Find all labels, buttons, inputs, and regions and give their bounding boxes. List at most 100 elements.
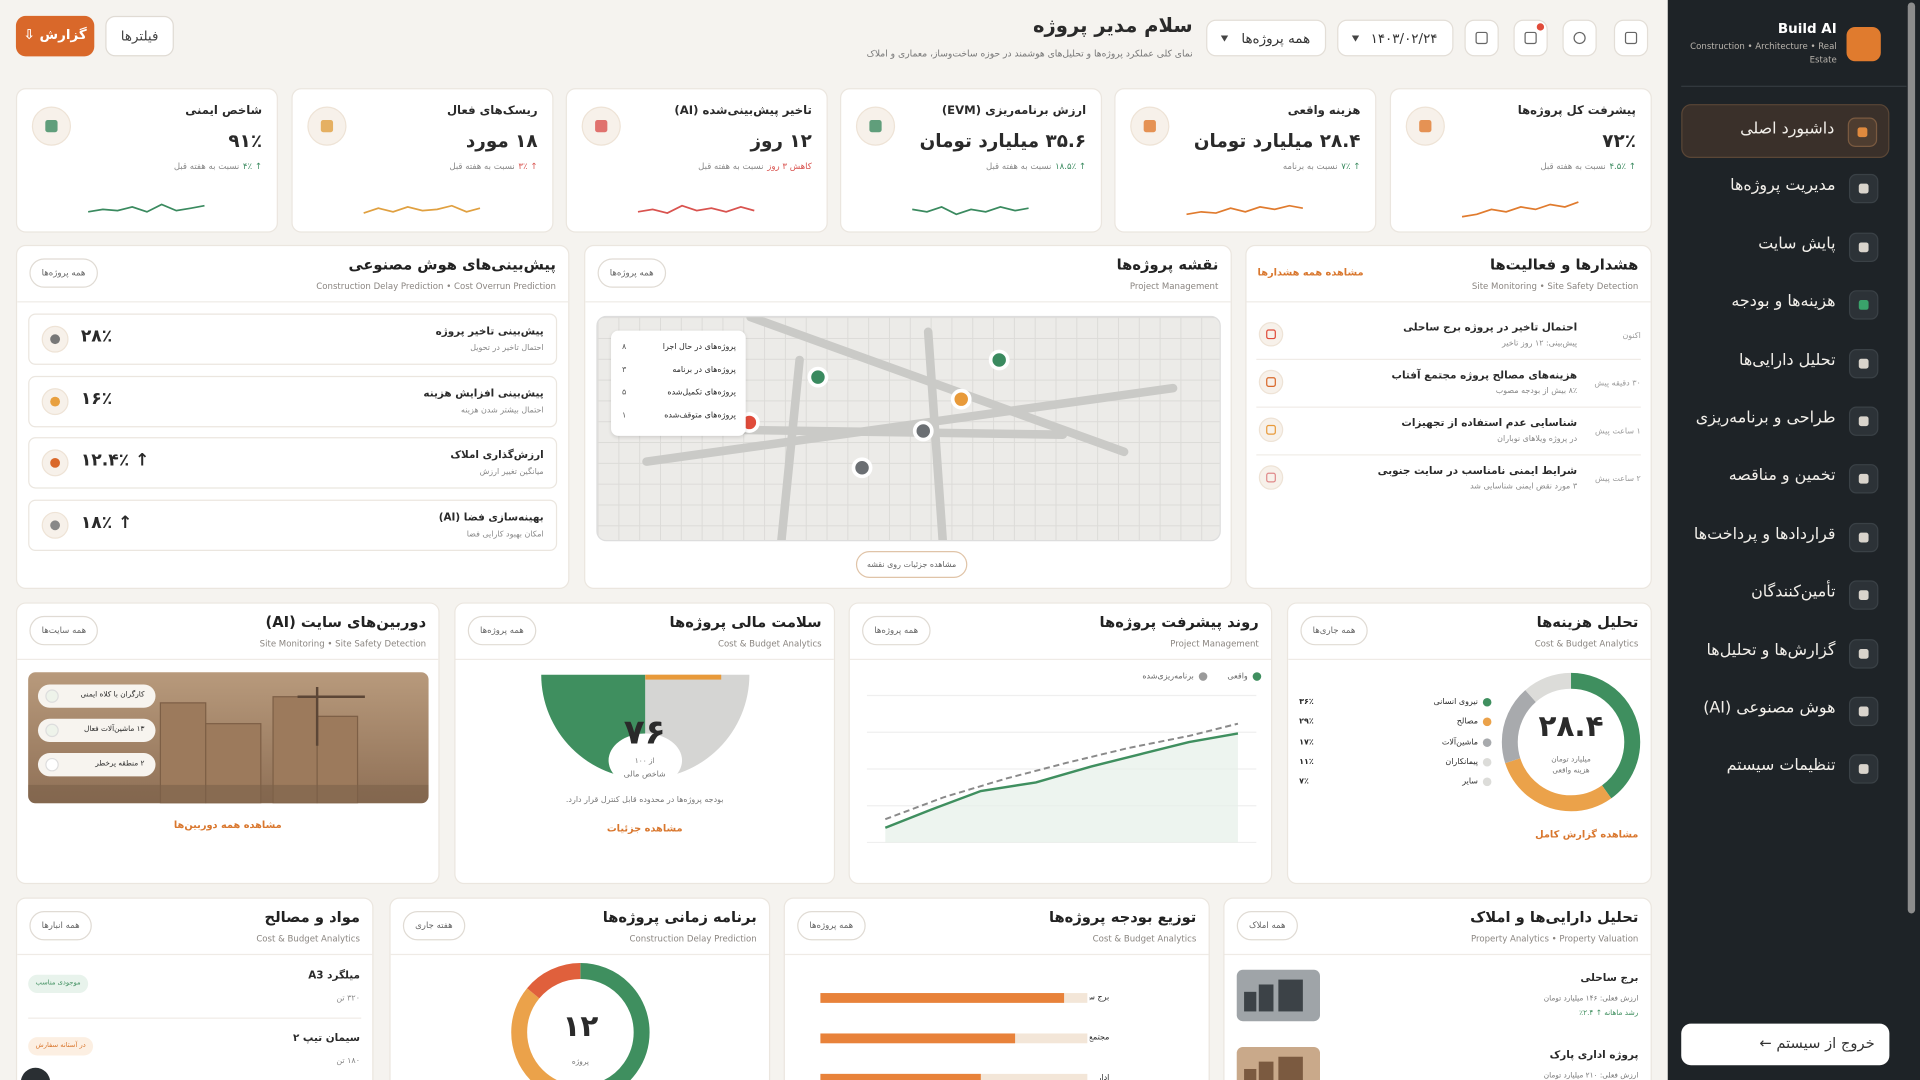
kpi-change: کاهش ۳ روزنسبت به هفته قبل xyxy=(698,162,812,172)
prediction-title: پیش‌بینی تاخیر پروژه xyxy=(435,325,544,338)
menu-icon-glyph xyxy=(1858,300,1869,311)
decor-svg xyxy=(1244,1056,1303,1080)
divider xyxy=(1246,301,1651,303)
prediction-icon-glyph xyxy=(50,396,60,406)
filter-button[interactable]: همه پروژه‌ها xyxy=(467,615,537,646)
ai-predictions-card: پیش‌بینی‌های هوش مصنوعی Construction Dela… xyxy=(15,244,570,589)
menu-item[interactable]: هزینه‌ها و بودجه xyxy=(1681,278,1889,332)
camera-tag: ۲ منطقه پرخطر xyxy=(37,753,156,777)
decor-circle xyxy=(807,366,829,388)
report-label: گزارش ⇩ xyxy=(23,26,87,43)
card-title: نقشه پروژه‌ها xyxy=(1116,255,1219,274)
filter-button[interactable]: هفته جاری xyxy=(402,911,465,941)
financial-health-card: سلامت مالی پروژه‌ها Cost & Budget Analyti… xyxy=(454,602,836,885)
menu-item[interactable]: پایش سایت xyxy=(1681,220,1889,274)
budget-bar-label: مجتمع xyxy=(1089,1032,1110,1043)
kpi-value: ۳۵.۶ میلیارد تومان xyxy=(919,129,1087,152)
cost-donut xyxy=(1288,604,1650,883)
cameras-link[interactable]: مشاهده همه دوربین‌ها xyxy=(173,819,282,831)
filter-button[interactable]: همه پروژه‌ها xyxy=(597,258,666,288)
card-title: برنامه زمانی پروژه‌ها xyxy=(602,908,757,926)
filter-button[interactable]: همه پروژه‌ها xyxy=(862,615,931,646)
alert-icon xyxy=(1258,369,1284,395)
map-legend-label: پروژه‌های تکمیل‌شده xyxy=(667,386,736,397)
menu-icon-glyph xyxy=(1858,416,1869,427)
card-subtitle: Cost & Budget Analytics xyxy=(1534,639,1639,649)
menu-icon-glyph xyxy=(1858,590,1869,601)
menu-item[interactable]: تخمین و مناقصه xyxy=(1681,452,1889,506)
menu-item[interactable]: داشبورد اصلی xyxy=(1681,104,1890,158)
filters-button[interactable]: فیلترها xyxy=(105,15,174,57)
decor-rect xyxy=(1258,984,1274,1012)
card-title: پیش‌بینی‌های هوش مصنوعی xyxy=(348,255,556,274)
kpi-note: نسبت به هفته قبل xyxy=(1540,161,1606,172)
kpi-label: ارزش برنامه‌ریزی (EVM) xyxy=(941,104,1087,118)
kpi-delta: ↑ ۴.۵٪ xyxy=(1609,161,1636,172)
project-select[interactable]: همه پروژه‌ها xyxy=(1206,19,1327,57)
filter-button[interactable]: همه جاری‌ها xyxy=(1300,615,1368,646)
decor-line xyxy=(727,425,1068,439)
kpi-delta: ↑ ۷٪ xyxy=(1341,161,1361,172)
cost-legend-label: پیمانکاران xyxy=(1445,756,1478,767)
menu-item[interactable]: تحلیل دارایی‌ها xyxy=(1681,336,1889,390)
alert-title: شرایط ایمنی نامناسب در سایت جنوبی xyxy=(1377,465,1578,478)
financial-gauge xyxy=(456,604,834,883)
header-icon-button[interactable] xyxy=(1464,19,1499,57)
menu-item[interactable]: مدیریت پروژه‌ها xyxy=(1681,162,1889,216)
filter-button[interactable]: همه املاک xyxy=(1236,911,1298,941)
cost-legend-label: مصالح xyxy=(1456,716,1478,727)
schedule-donut xyxy=(391,899,769,1080)
filter-button[interactable]: همه سایت‌ها xyxy=(29,615,99,646)
header-icon-button[interactable] xyxy=(1513,19,1548,57)
cost-link[interactable]: مشاهده گزارش کامل xyxy=(1535,828,1639,840)
brand-name: Build AI xyxy=(1777,20,1837,37)
alerts-link[interactable]: مشاهده همه هشدارها xyxy=(1257,266,1364,278)
page-subtitle: نمای کلی عملکرد پروژه‌ها و تحلیل‌های هوش… xyxy=(866,47,1193,59)
menu-item[interactable]: گزارش‌ها و تحلیل‌ها xyxy=(1681,626,1889,680)
prediction-subtitle: میانگین تغییر ارزش xyxy=(479,466,544,477)
alert-divider xyxy=(1256,406,1641,408)
menu-label: پایش سایت xyxy=(1758,234,1836,254)
material-status: در آستانه سفارش xyxy=(28,1037,94,1056)
report-button[interactable]: گزارش ⇩ xyxy=(15,15,95,57)
asset-growth: رشد ماهانه ↑ ۲.۴٪ xyxy=(1579,1008,1639,1018)
cost-analysis-card: تحلیل هزینه‌ها Cost & Budget Analytics همه… xyxy=(1286,602,1652,885)
prediction-value: ↑ ۱۸٪ xyxy=(80,512,133,533)
menu-item[interactable]: قراردادها و پرداخت‌ها xyxy=(1681,510,1889,564)
card-title: تحلیل هزینه‌ها xyxy=(1536,613,1639,631)
financial-link[interactable]: مشاهده جزئیات xyxy=(606,822,683,834)
filter-button[interactable]: همه انبارها xyxy=(29,911,92,941)
map-legend-count: ۱ xyxy=(622,409,627,420)
header-icon-button[interactable] xyxy=(1613,19,1649,57)
kpi-delta: ↑ ۳٪ xyxy=(518,161,538,172)
prediction-item: بهینه‌سازی فضا (AI) امکان بهبود کارایی فض… xyxy=(28,498,558,551)
kpi-icon-glyph xyxy=(1143,120,1156,133)
logout-button[interactable]: خروج از سیستم ← xyxy=(1681,1023,1890,1066)
menu-item[interactable]: تنظیمات سیستم xyxy=(1681,743,1889,797)
decor-svg xyxy=(637,204,755,214)
kpi-icon-glyph xyxy=(869,120,882,133)
decor-circle xyxy=(511,963,650,1080)
kpi-note: نسبت به هفته قبل xyxy=(698,161,764,172)
menu-icon-glyph xyxy=(1858,706,1869,717)
menu-item[interactable]: طراحی و برنامه‌ریزی xyxy=(1681,394,1889,448)
alert-time: اکنون xyxy=(1622,330,1641,341)
date-select[interactable]: ۱۴۰۳/۰۲/۲۴ xyxy=(1337,19,1454,57)
divider xyxy=(17,953,373,956)
card-title: تحلیل دارایی‌ها و املاک xyxy=(1470,908,1639,926)
chat-bubble xyxy=(20,1067,51,1080)
filter-button[interactable]: همه پروژه‌ها xyxy=(797,911,866,941)
menu-item[interactable]: تأمین‌کنندگان xyxy=(1681,568,1889,622)
decor-svg xyxy=(363,204,481,214)
prediction-item: پیش‌بینی افزایش هزینه احتمال بیشتر شدن هز… xyxy=(28,375,558,427)
header-icon-button[interactable] xyxy=(1562,19,1597,57)
decor-rect xyxy=(1244,1068,1257,1080)
decor-polyline xyxy=(1186,204,1304,216)
filter-button[interactable]: همه پروژه‌ها xyxy=(29,258,98,288)
decor-line xyxy=(746,317,1129,457)
cost-legend-dot xyxy=(1482,777,1492,787)
menu-item[interactable]: هوش مصنوعی (AI) xyxy=(1681,684,1889,738)
prediction-value: ↑ ۱۲.۴٪ xyxy=(80,450,150,471)
decor-circle xyxy=(1501,672,1641,812)
map-details-button[interactable]: مشاهده جزئیات روی نقشه xyxy=(855,551,968,578)
